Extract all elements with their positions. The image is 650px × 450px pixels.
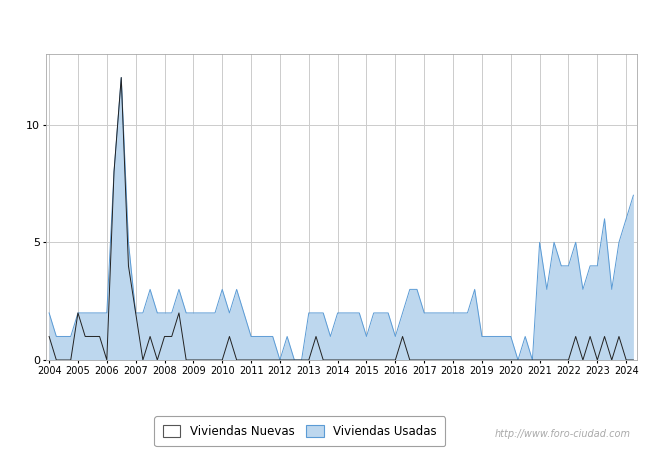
Text: http://www.foro-ciudad.com: http://www.foro-ciudad.com [495, 429, 630, 439]
Legend: Viviendas Nuevas, Viviendas Usadas: Viviendas Nuevas, Viviendas Usadas [154, 416, 445, 446]
Text: Jete - Evolucion del Nº de Transacciones Inmobiliarias: Jete - Evolucion del Nº de Transacciones… [129, 15, 521, 30]
